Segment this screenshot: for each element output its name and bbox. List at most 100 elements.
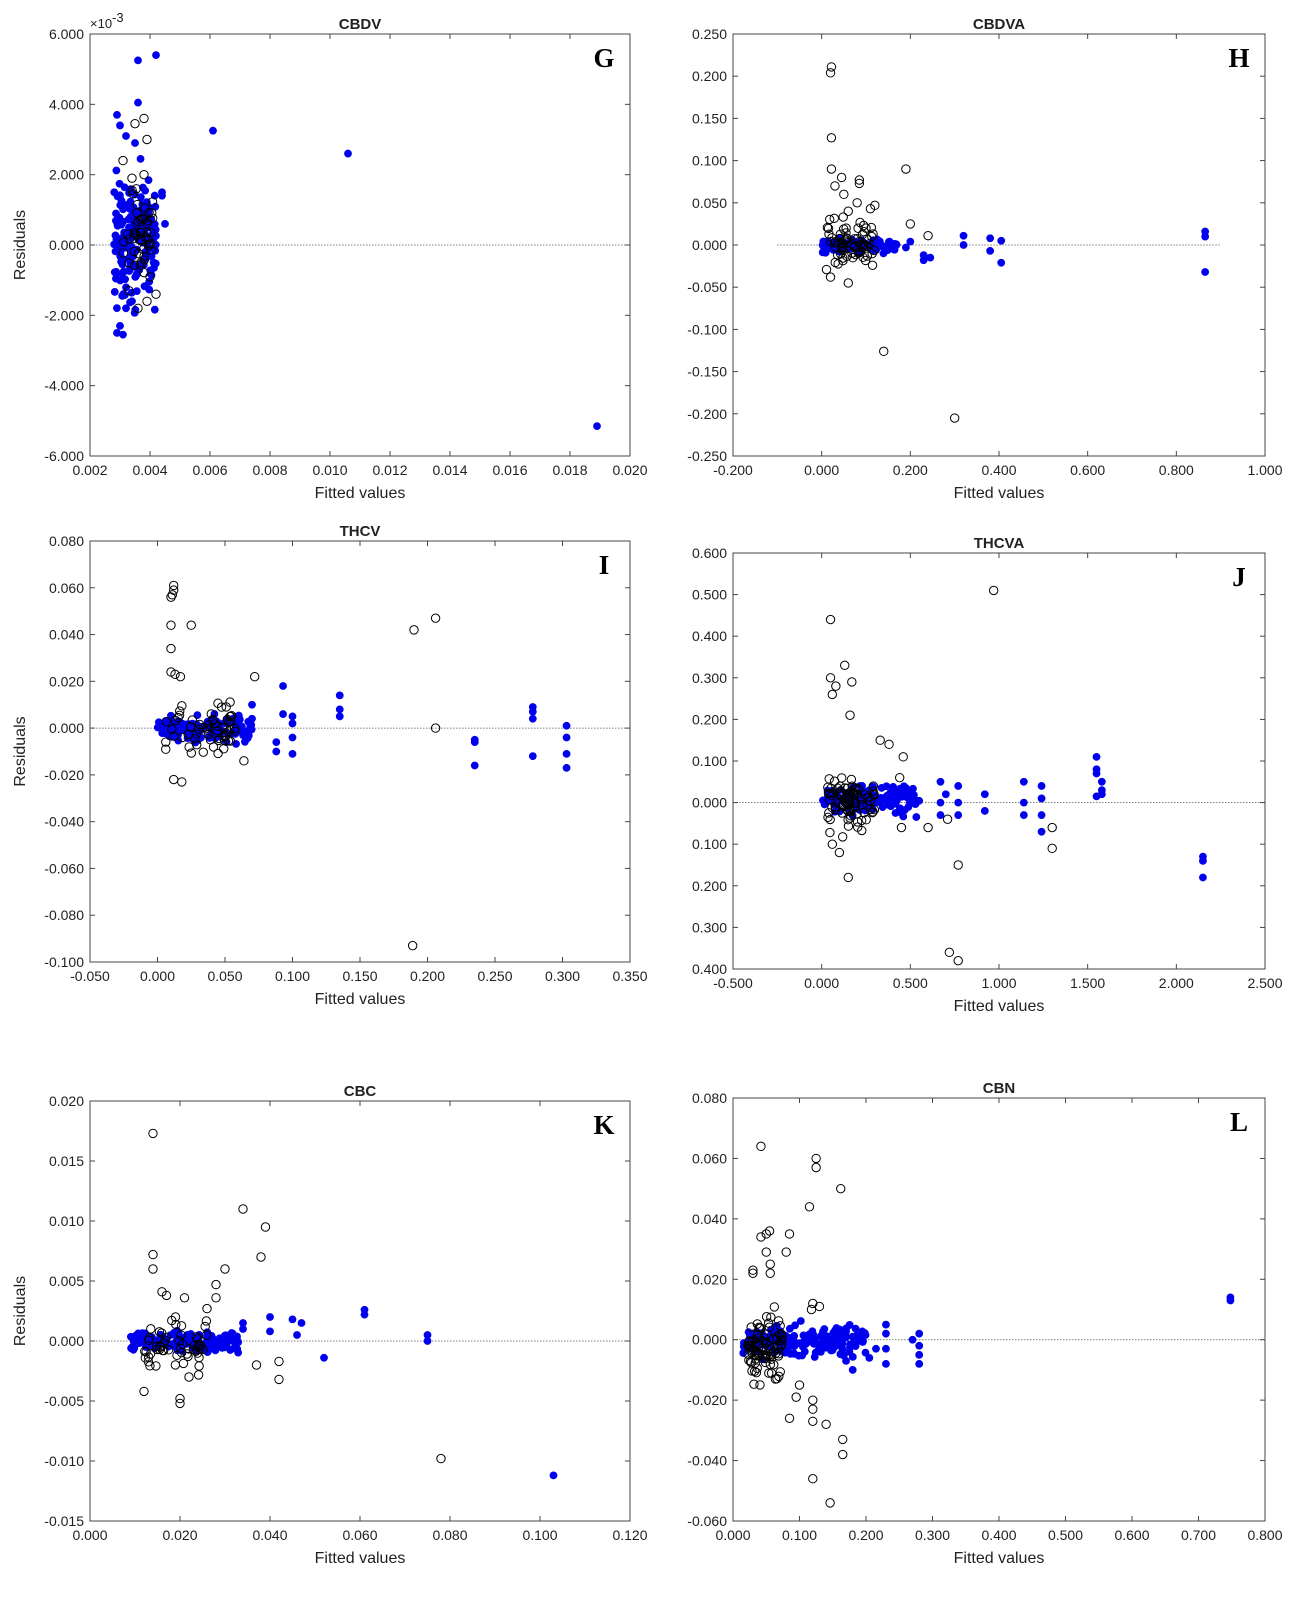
open-point xyxy=(178,1358,189,1369)
x-tick-label: 0.100 xyxy=(782,1527,817,1543)
open-point xyxy=(145,1361,155,1371)
filled-point xyxy=(1092,792,1101,801)
plot-area-frame xyxy=(89,540,631,963)
open-point xyxy=(774,1349,784,1359)
filled-point xyxy=(835,1325,844,1334)
open-point xyxy=(201,1330,212,1341)
open-point xyxy=(129,233,139,244)
open-point xyxy=(784,1229,795,1239)
open-point xyxy=(256,1252,266,1262)
filled-point xyxy=(115,213,124,222)
open-point xyxy=(836,172,847,183)
filled-point xyxy=(116,121,124,130)
filled-point xyxy=(266,1327,274,1336)
y-tick-label: 0.050 xyxy=(692,195,727,211)
filled-point xyxy=(986,247,995,255)
filled-point xyxy=(238,728,247,737)
filled-point xyxy=(549,1471,558,1480)
y-tick-label: 6.000 xyxy=(49,26,84,42)
open-point xyxy=(862,251,873,261)
open-point xyxy=(161,744,171,754)
open-point xyxy=(238,1204,248,1214)
filled-point xyxy=(819,237,828,246)
open-point xyxy=(176,1330,186,1340)
open-point xyxy=(988,585,999,596)
filled-point xyxy=(111,231,120,240)
filled-point xyxy=(882,1344,890,1353)
x-tick-label: 0.000 xyxy=(804,462,839,478)
open-point xyxy=(774,1329,785,1340)
open-point xyxy=(752,1347,763,1357)
y-tick-label: -0.040 xyxy=(44,814,84,830)
open-point xyxy=(757,1346,767,1356)
open-point xyxy=(227,710,237,721)
filled-point xyxy=(193,711,202,720)
open-point xyxy=(767,1349,777,1359)
open-point xyxy=(124,234,135,244)
y-tick-label: -0.200 xyxy=(687,406,727,422)
y-tick-label: -0.015 xyxy=(44,1513,84,1529)
open-point xyxy=(176,1321,187,1331)
filled-point xyxy=(119,330,127,339)
x-tick-label: 0.040 xyxy=(252,1527,287,1543)
open-point xyxy=(225,716,236,727)
filled-point xyxy=(152,51,160,59)
filled-point xyxy=(134,98,142,107)
open-point xyxy=(845,806,856,817)
open-point xyxy=(865,795,875,806)
filled-point xyxy=(223,1337,232,1346)
filled-point xyxy=(288,719,297,728)
filled-point xyxy=(845,1347,854,1356)
y-multiplier-label: ×10 xyxy=(90,16,112,31)
open-point xyxy=(191,729,202,739)
x-tick-label: 0.004 xyxy=(132,462,167,478)
open-point xyxy=(185,722,196,732)
open-point xyxy=(838,224,849,234)
filled-point xyxy=(110,188,119,197)
filled-point xyxy=(360,1310,369,1319)
open-point xyxy=(838,245,848,256)
open-point xyxy=(151,1361,161,1371)
filled-point xyxy=(248,714,256,723)
x-tick-label: 0.050 xyxy=(207,968,242,984)
open-point xyxy=(861,223,871,233)
open-point xyxy=(145,240,155,250)
open-point xyxy=(141,1347,151,1357)
open-point xyxy=(146,1324,156,1334)
filled-point xyxy=(980,790,989,799)
filled-point xyxy=(1092,769,1101,778)
open-point xyxy=(825,614,836,625)
filled-point xyxy=(861,1348,870,1357)
y-tick-label: -0.020 xyxy=(687,1392,727,1408)
y-tick-label: 0.200 xyxy=(692,68,727,84)
filled-point xyxy=(113,238,122,247)
open-point xyxy=(161,716,171,727)
filled-point xyxy=(1037,794,1046,803)
filled-point xyxy=(800,1347,809,1356)
open-point xyxy=(144,1335,154,1345)
y-tick-label: 0.000 xyxy=(692,237,727,253)
y-tick-label: 0.005 xyxy=(49,1273,84,1289)
open-point xyxy=(135,227,146,237)
open-point xyxy=(749,1379,759,1389)
open-point xyxy=(825,814,835,825)
filled-point xyxy=(915,1341,924,1350)
open-point xyxy=(824,229,834,239)
open-point xyxy=(155,1342,165,1352)
filled-point xyxy=(919,256,928,265)
filled-point xyxy=(836,1350,845,1359)
open-point xyxy=(761,1312,772,1322)
open-point xyxy=(124,258,134,268)
open-point xyxy=(119,237,129,247)
open-point xyxy=(808,1474,818,1484)
filled-point xyxy=(131,139,139,147)
open-point xyxy=(769,1346,779,1356)
open-point xyxy=(860,255,871,266)
x-tick-label: 0.400 xyxy=(981,462,1016,478)
open-point xyxy=(182,1349,192,1359)
filled-point xyxy=(136,193,145,202)
open-point xyxy=(868,807,878,817)
y-tick-label: 0.000 xyxy=(49,1333,84,1349)
x-tick-label: 0.008 xyxy=(252,462,287,478)
open-point xyxy=(754,1323,765,1333)
